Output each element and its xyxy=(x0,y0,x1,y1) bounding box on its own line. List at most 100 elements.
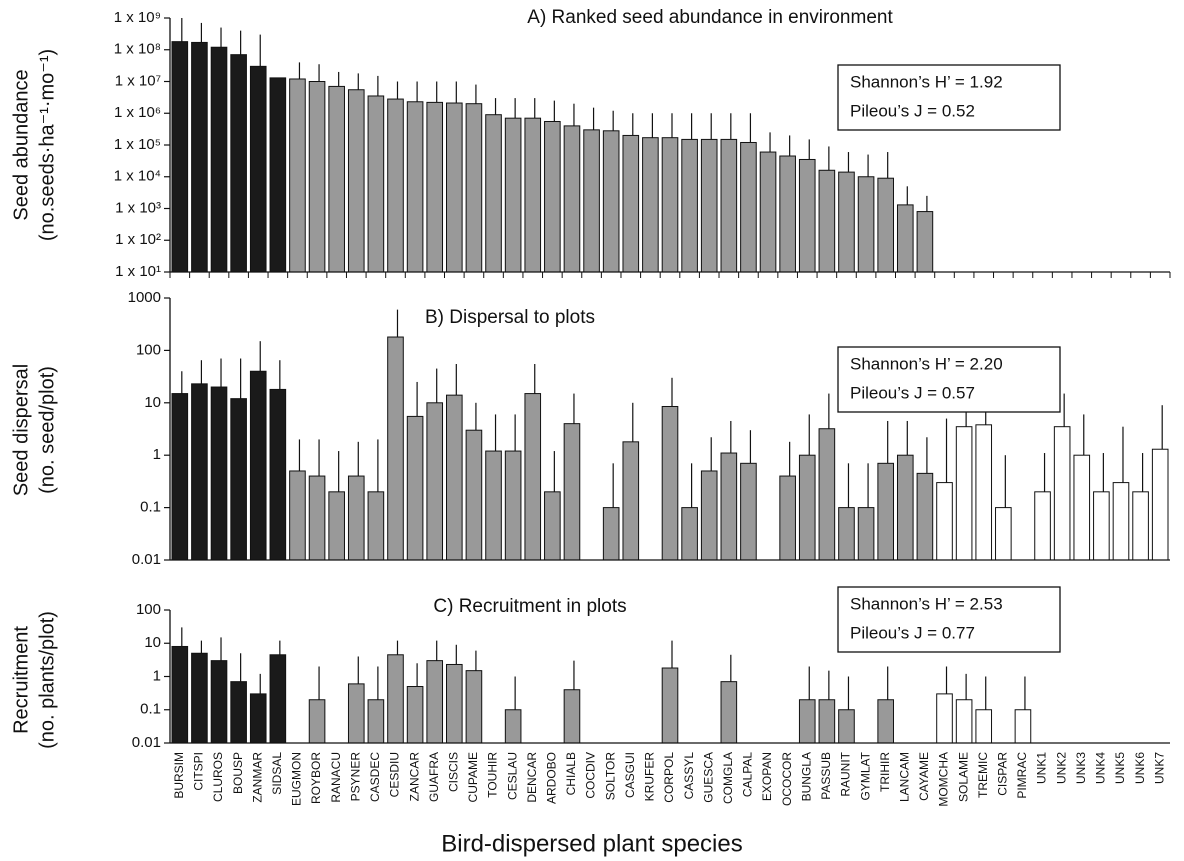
bar xyxy=(877,177,894,273)
bar xyxy=(230,54,247,273)
bar xyxy=(504,117,522,273)
stats-text: Shannon’s H’ = 1.92 xyxy=(850,72,1003,91)
bar xyxy=(995,507,1012,561)
bar xyxy=(759,151,777,273)
y-tick-label: 1 x 10⁴ xyxy=(114,168,161,185)
bar xyxy=(740,462,757,561)
x-tick-label: GUESCA xyxy=(701,752,715,803)
bar xyxy=(230,681,247,744)
stats-text: Shannon’s H’ = 2.53 xyxy=(850,594,1003,613)
panel-title: B) Dispersal to plots xyxy=(425,307,595,328)
bar xyxy=(838,507,855,561)
x-tick-label: SOLTOR xyxy=(603,752,617,801)
bar xyxy=(661,667,679,744)
x-tick-label: LANCAM xyxy=(897,752,911,802)
bar xyxy=(798,699,816,744)
bar xyxy=(387,98,404,273)
bar xyxy=(563,125,581,273)
bar xyxy=(426,402,444,561)
bar xyxy=(289,470,306,561)
bar xyxy=(1073,454,1091,561)
x-tick-label: CISPAR xyxy=(996,752,1010,796)
x-tick-label: ZANMAR xyxy=(250,752,264,803)
bar xyxy=(504,709,522,744)
stats-text: Pileou’s J = 0.57 xyxy=(850,383,975,402)
bar xyxy=(857,507,875,561)
x-tick-label: GUAFRA xyxy=(427,752,441,802)
bar xyxy=(896,204,914,273)
bar xyxy=(308,699,326,744)
bar xyxy=(387,336,404,561)
bar xyxy=(347,475,365,561)
x-tick-label: OCOCOR xyxy=(780,752,794,806)
bar xyxy=(465,429,483,561)
bar xyxy=(1093,491,1110,561)
bar xyxy=(191,41,208,273)
x-tick-label: PASSUB xyxy=(819,752,833,800)
bar xyxy=(1151,448,1169,561)
bar xyxy=(446,394,463,561)
bar xyxy=(1053,426,1071,561)
bar xyxy=(740,141,757,273)
bar xyxy=(563,423,581,561)
y-axis-label: (no.seeds·ha⁻¹·mo⁻¹) xyxy=(36,49,58,241)
x-tick-label: PIMRAC xyxy=(1015,752,1029,799)
bar xyxy=(446,102,463,273)
bar xyxy=(171,41,189,273)
x-tick-label: EUGMON xyxy=(290,752,304,806)
bar xyxy=(720,452,738,561)
bar xyxy=(347,89,365,273)
y-tick-label: 0.1 xyxy=(140,701,161,718)
bar xyxy=(818,699,836,744)
x-tick-label: CALPAL xyxy=(741,752,755,797)
bar xyxy=(269,654,287,744)
x-tick-label: CAYAME xyxy=(917,752,931,801)
stats-box xyxy=(837,586,1061,653)
bar xyxy=(524,393,542,561)
x-tick-label: UNK5 xyxy=(1113,752,1127,784)
bar xyxy=(171,645,189,744)
bar xyxy=(171,393,189,561)
bar xyxy=(818,169,836,273)
y-tick-label: 100 xyxy=(136,601,161,618)
x-tick-label: CISCIS xyxy=(446,752,460,792)
bar xyxy=(936,693,953,744)
bar xyxy=(446,663,463,744)
bar xyxy=(308,475,326,561)
bar xyxy=(210,386,228,561)
y-tick-label: 0.01 xyxy=(132,734,161,751)
y-tick-label: 1000 xyxy=(128,289,161,306)
y-tick-label: 0.1 xyxy=(140,499,161,516)
bar xyxy=(191,652,208,744)
x-tick-label: BOUSP xyxy=(231,752,245,794)
bar xyxy=(818,428,836,561)
y-tick-label: 1 xyxy=(153,446,161,463)
x-tick-label: CASGUI xyxy=(623,752,637,798)
bar xyxy=(406,101,424,273)
bar xyxy=(877,699,894,744)
stats-text: Pileou’s J = 0.52 xyxy=(850,101,975,120)
x-tick-label: CASSYL xyxy=(682,752,696,800)
bar xyxy=(249,370,267,561)
y-tick-label: 1 x 10² xyxy=(115,231,161,248)
x-tick-label: UNK1 xyxy=(1035,752,1049,784)
y-tick-label: 100 xyxy=(136,341,161,358)
bar xyxy=(1132,491,1149,561)
bar xyxy=(661,405,679,561)
x-tick-label: CITSPI xyxy=(192,752,206,791)
x-tick-label: SOLAME xyxy=(956,752,970,802)
x-tick-label: ROYBOR xyxy=(309,752,323,804)
bar xyxy=(210,46,228,273)
x-tick-label: CESLAU xyxy=(505,752,519,800)
bar xyxy=(1112,482,1130,561)
bar xyxy=(936,482,953,561)
y-tick-label: 10 xyxy=(144,634,161,651)
bar xyxy=(602,507,620,561)
bar xyxy=(367,95,385,273)
bar xyxy=(1014,709,1032,744)
bar xyxy=(975,709,993,744)
bar xyxy=(328,491,345,561)
bar xyxy=(877,462,894,561)
x-tick-label: UNK4 xyxy=(1094,752,1108,784)
bar xyxy=(426,660,444,744)
